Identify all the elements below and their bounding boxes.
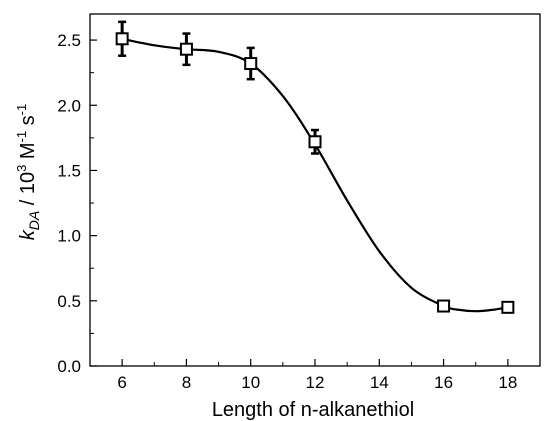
open-square-marker <box>502 302 513 313</box>
y-axis-title-exp3: -1 <box>14 104 29 116</box>
data-point <box>502 302 513 313</box>
x-tick-label: 8 <box>182 373 191 392</box>
x-tick-label: 12 <box>306 373 325 392</box>
x-axis-title: Length of n-alkanethiol <box>212 399 414 421</box>
data-point <box>117 22 128 56</box>
y-axis-title: kDA / 103 M-1 s-1 <box>14 104 42 241</box>
y-axis-title-sub: DA <box>26 211 42 230</box>
data-point <box>181 34 192 65</box>
x-tick-label: 18 <box>498 373 517 392</box>
open-square-marker <box>117 33 128 44</box>
y-tick-label: 0.5 <box>57 292 81 311</box>
y-tick-label: 2.5 <box>57 31 81 50</box>
x-tick-label: 10 <box>241 373 260 392</box>
data-point <box>245 48 256 79</box>
y-tick-label: 0.0 <box>57 357 81 376</box>
y-axis-title-mid: / 10 <box>17 172 39 211</box>
open-square-marker <box>438 301 449 312</box>
y-axis-title-unit1: M <box>17 142 39 164</box>
x-tick-label: 16 <box>434 373 453 392</box>
open-square-marker <box>181 44 192 55</box>
fit-curve-line <box>122 39 508 311</box>
x-tick-label: 14 <box>370 373 389 392</box>
open-square-marker <box>245 58 256 69</box>
ticks: 6 8 10 12 14 16 18 0.0 0.5 1.0 1.5 2.0 2.5 <box>57 31 540 392</box>
y-axis-title-exp1: 3 <box>14 165 29 172</box>
fit-curve <box>122 39 508 311</box>
plot-frame <box>90 14 540 366</box>
y-tick-label: 2.0 <box>57 96 81 115</box>
open-square-marker <box>310 136 321 147</box>
plot-area-border <box>90 14 540 366</box>
y-axis-title-unit2: s <box>17 115 39 131</box>
y-tick-label: 1.5 <box>57 161 81 180</box>
y-tick-label: 1.0 <box>57 227 81 246</box>
data-point <box>438 301 449 312</box>
y-axis-title-exp2: -1 <box>14 131 29 143</box>
data-points <box>117 22 514 313</box>
x-tick-label: 6 <box>117 373 126 392</box>
